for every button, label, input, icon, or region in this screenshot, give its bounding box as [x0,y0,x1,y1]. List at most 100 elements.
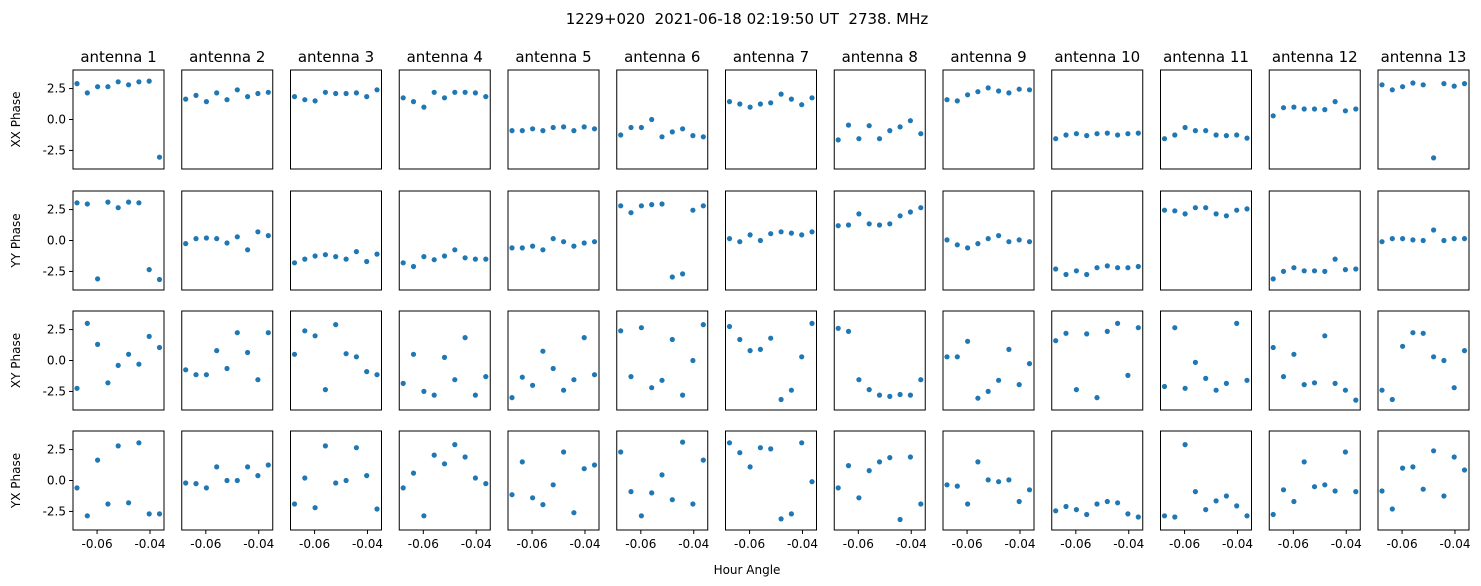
data-point [591,372,598,378]
data-point [1161,207,1168,213]
data-point [835,223,841,229]
data-point [431,257,437,263]
data-point [1244,206,1250,212]
data-point [581,466,587,472]
data-point [203,372,209,378]
axes-frame [181,430,274,531]
data-point [431,89,437,95]
antenna-title: antenna 13 [1381,48,1467,66]
axes-frame [1268,310,1361,411]
data-point [472,90,478,96]
data-point [1125,372,1131,378]
subplot-yx-antenna-13: -0.06 -0.04 [1377,430,1471,551]
data-point [84,320,90,326]
subplot-xy-antenna-5 [507,310,600,411]
data-point [193,481,199,487]
data-point [1172,208,1178,214]
data-point [214,236,220,242]
data-point [726,440,733,446]
data-point [1311,380,1318,386]
data-point [571,510,577,516]
data-point [421,388,427,394]
data-point [1213,387,1219,393]
data-point [887,455,893,461]
data-point [74,385,80,391]
data-point [302,256,308,262]
subplot-xy-antenna-2 [181,310,274,411]
data-point [1016,86,1022,92]
data-point [291,94,298,100]
data-point [726,99,733,105]
axes-frame [1377,310,1470,411]
subplot-yx-antenna-2: -0.06 -0.04 [181,430,274,551]
data-point [183,480,189,486]
data-point [1104,498,1110,505]
subplot-yx-antenna-4: -0.06 -0.04 [398,430,492,551]
subplot-yy-antenna-4 [398,190,491,291]
y-tick-label: 0.0 [47,474,66,488]
data-point [918,501,924,507]
data-point [1301,382,1307,388]
x-tick-label: -0.04 [787,537,818,551]
subplot-yx-antenna-5: -0.06 -0.04 [507,430,601,551]
data-point [700,457,706,463]
x-tick-label: -0.04 [461,537,492,551]
data-point [364,369,370,375]
data-point [1125,265,1131,271]
subplot-yx-antenna-3: -0.06 -0.04 [290,430,383,551]
data-point [1073,131,1079,137]
data-point [845,463,852,469]
data-point [105,380,111,386]
data-point [1135,514,1141,520]
data-point [1244,135,1250,141]
data-point [1053,508,1059,514]
x-tick-label: -0.04 [1222,537,1253,551]
data-point [1244,513,1250,519]
data-point [1063,330,1069,336]
data-point [146,511,152,517]
data-point [1322,482,1328,488]
data-point [669,129,675,135]
data-point [788,387,795,393]
data-point [1203,375,1209,381]
data-point [1342,108,1348,114]
data-point [581,335,587,341]
data-point [788,511,795,517]
data-point [136,440,142,446]
data-point [1322,268,1328,274]
data-point [680,271,686,277]
data-point [146,267,152,273]
data-point [1203,507,1209,513]
data-point [1073,507,1079,513]
axes-frame [833,310,926,411]
data-point [1441,493,1447,499]
subplot-grid: XX Phase antenna 1 2.5 0.0 -2.5 antenna 2 ante… [9,48,1471,551]
axes-frame [507,190,600,291]
data-point [519,245,525,251]
axes-frame [1160,190,1252,291]
data-point [156,511,163,517]
data-point [1234,132,1240,138]
data-point [1084,271,1090,278]
data-point [1016,498,1022,505]
data-point [649,202,655,208]
data-point [1115,132,1121,138]
data-point [856,136,862,142]
data-point [866,123,872,129]
data-point [333,322,339,328]
data-point [1332,380,1338,386]
data-point [410,470,417,476]
data-point [483,256,489,262]
data-point [799,440,805,446]
data-point [183,367,189,373]
data-point [374,372,380,378]
data-point [726,236,733,242]
data-point [778,91,784,97]
data-point [234,87,240,93]
axes-frame [942,69,1035,170]
data-point [550,482,556,488]
data-point [835,325,841,331]
y-tick-label: 2.5 [47,323,66,337]
data-point [156,154,163,160]
data-point [483,481,489,487]
